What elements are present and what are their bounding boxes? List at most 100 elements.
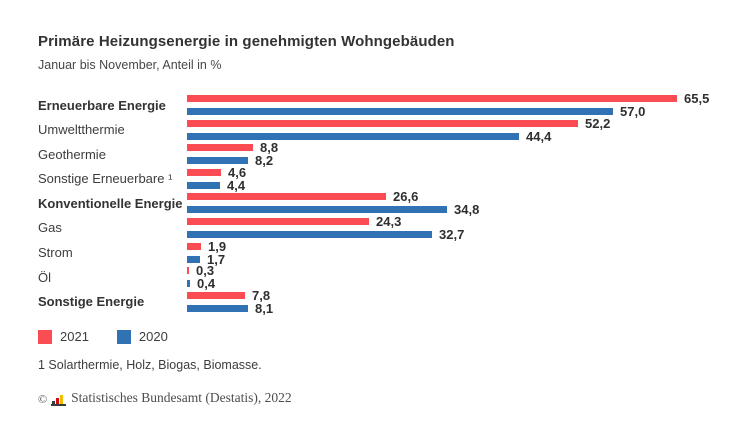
legend-label: 2020 [138,329,168,344]
destatis-logo-bar [60,395,64,406]
category-label: Strom [38,245,73,261]
chart-row: Strom 1,9 1,7 [38,238,728,267]
legend-swatch [116,329,131,344]
value-label: 65,5 [684,91,710,106]
bar-2020 [187,108,613,115]
bar-2021 [187,168,221,176]
bar-line: 1,7 [187,251,728,267]
legend-label: 2021 [60,329,89,344]
bar-line: 4,4 [187,177,728,193]
value-label: 0,3 [196,263,215,279]
category-bars: 8,8 8,2 [187,140,728,169]
chart-row: Sonstige Erneuerbare ¹ 4,6 4,4 [38,164,728,193]
category-bars: 65,5 57,0 [187,91,728,119]
legend-item-2021: 2021 [38,329,89,344]
source-text: Statistisches Bundesamt (Destatis), 2022 [71,390,292,405]
category-bars: 26,6 34,8 [187,189,728,218]
category-bars: 0,3 0,4 [187,263,728,292]
value-label: 24,3 [376,213,402,229]
chart-row: Öl 0,3 0,4 [38,263,728,292]
value-label: 34,8 [454,202,480,218]
bar-line: 8,1 [187,300,728,316]
bar-line: 52,2 [187,115,728,131]
bar-line: 57,0 [187,104,728,119]
category-bars: 1,9 1,7 [187,238,728,267]
category-label: Umweltthermie [38,122,125,138]
chart-subtitle: Januar bis November, Anteil in % [38,58,222,72]
chart-title: Primäre Heizungsenergie in genehmigten W… [38,33,455,50]
chart-footnote: 1 Solarthermie, Holz, Biogas, Biomasse. [38,358,262,372]
bar-2021 [187,217,369,225]
category-bars: 24,3 32,7 [187,213,728,242]
destatis-logo-bar [52,401,56,406]
bar-2020 [187,206,447,214]
bar-line: 0,4 [187,276,728,292]
chart-row: Umweltthermie 52,2 44,4 [38,115,728,144]
category-bars: 4,6 4,4 [187,164,728,193]
bar-line: 8,8 [187,140,728,156]
value-label: 44,4 [526,128,552,144]
value-label: 26,6 [393,189,419,205]
destatis-logo-bar [56,398,60,406]
bar-2020 [187,157,248,165]
bar-2021 [187,144,253,152]
legend-item-2020: 2020 [116,329,168,344]
bar-line: 8,2 [187,153,728,169]
value-label: 32,7 [439,226,465,242]
category-bars: 7,8 8,1 [187,287,728,316]
destatis-logo-icon [51,393,67,406]
bar-2020 [187,230,432,238]
bar-line: 34,8 [187,202,728,218]
category-label: Sonstige Energie [38,294,145,310]
bar-line: 65,5 [187,91,728,106]
bar-chart: Erneuerbare Energie 65,5 57,0 Umweltthermie… [38,91,728,316]
category-label: Konventionelle Energie [38,195,183,211]
source-line: © Statistisches Bundesamt (Destatis), 20… [38,390,292,406]
chart-legend: 2021 2020 [38,329,196,344]
value-label: 1,9 [208,238,227,254]
value-label: 4,4 [227,177,246,193]
bar-line: 26,6 [187,189,728,205]
bar-line: 24,3 [187,213,728,229]
value-label: 1,7 [207,251,226,267]
value-label: 4,6 [228,164,247,180]
chart-row: Gas 24,3 32,7 [38,213,728,242]
bar-2021 [187,95,677,102]
bar-line: 4,6 [187,164,728,180]
chart-row: Erneuerbare Energie 65,5 57,0 [38,91,728,119]
copyright-symbol: © [38,391,48,406]
bar-2021 [187,291,245,299]
bar-2020 [187,181,220,189]
bar-2021 [187,193,386,201]
bar-line: 0,3 [187,263,728,279]
bar-line: 44,4 [187,128,728,144]
destatis-logo-bar [51,404,67,406]
value-label: 8,1 [255,300,274,316]
bar-2020 [187,255,200,263]
chart-row: Sonstige Energie 7,8 8,1 [38,287,728,316]
bar-line: 32,7 [187,226,728,242]
value-label: 8,8 [260,140,279,156]
chart-row: Konventionelle Energie 26,6 34,8 [38,189,728,218]
bar-line: 7,8 [187,287,728,303]
value-label: 57,0 [620,104,646,119]
bar-line: 1,9 [187,238,728,254]
category-label: Gas [38,220,62,236]
category-label: Öl [38,269,51,285]
chart-row: Geothermie 8,8 8,2 [38,140,728,169]
bar-2020 [187,132,519,140]
value-label: 8,2 [255,153,274,169]
bar-2021 [187,242,201,250]
legend-swatch [38,329,52,344]
bar-2021 [187,119,578,127]
value-label: 7,8 [252,287,271,303]
value-label: 0,4 [197,276,216,292]
category-label: Sonstige Erneuerbare ¹ [38,171,173,187]
category-label: Geothermie [38,146,106,162]
category-bars: 52,2 44,4 [187,115,728,144]
bar-2021 [187,267,189,275]
value-label: 52,2 [585,115,611,131]
bar-2020 [187,280,190,288]
category-label: Erneuerbare Energie [38,97,166,113]
